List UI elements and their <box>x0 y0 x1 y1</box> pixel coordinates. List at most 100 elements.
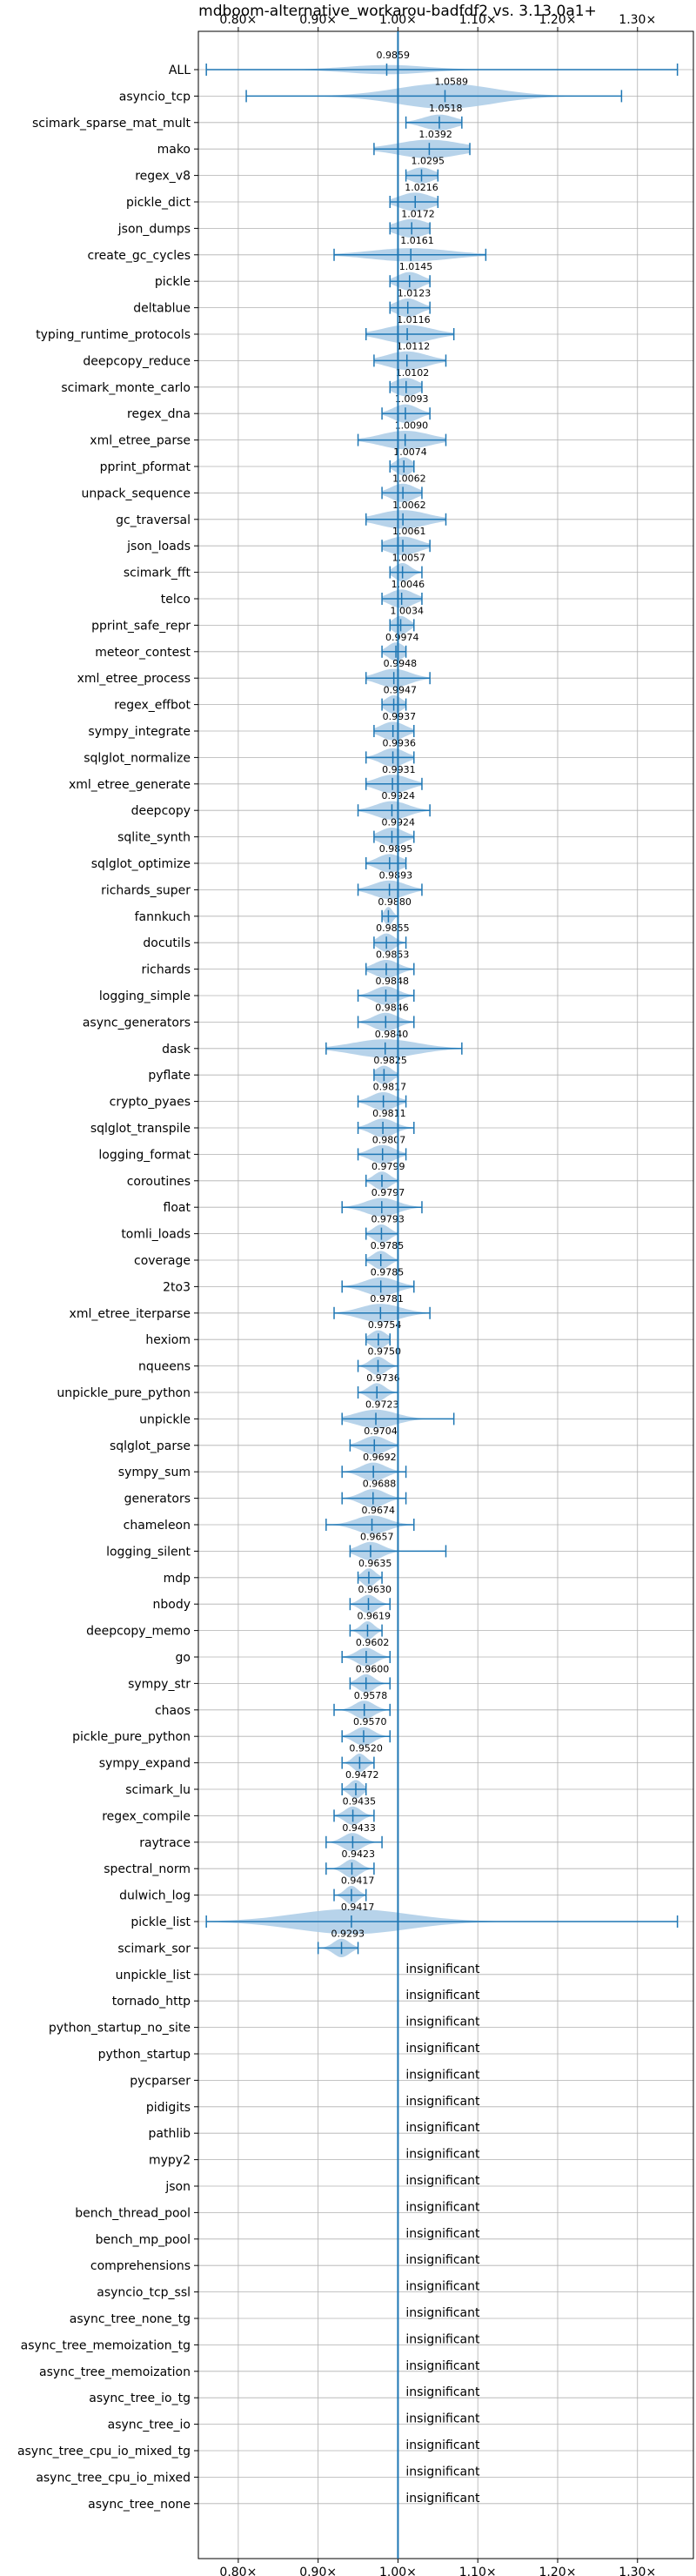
benchmark-label: nqueens <box>138 1360 191 1374</box>
benchmark-label: tomli_loads <box>121 1228 191 1242</box>
benchmark-label: async_tree_cpu_io_mixed_tg <box>17 2445 191 2459</box>
value-label: 0.9433 <box>342 1822 376 1834</box>
benchmark-label: pidigits <box>146 2101 191 2115</box>
insignificant-label: insignificant <box>405 2332 480 2346</box>
benchmark-label: float <box>164 1201 191 1215</box>
benchmark-label: coroutines <box>127 1175 191 1189</box>
benchmark-label: go <box>176 1651 191 1665</box>
benchmark-label: richards <box>142 963 191 977</box>
benchmark-label: dulwich_log <box>119 1889 191 1903</box>
value-label: 0.9895 <box>379 843 413 855</box>
value-label: 0.9811 <box>372 1108 406 1119</box>
benchmark-label: bench_mp_pool <box>96 2233 191 2247</box>
insignificant-label: insignificant <box>405 2227 480 2241</box>
value-label: 0.9936 <box>383 737 417 748</box>
insignificant-label: insignificant <box>405 1962 480 1976</box>
benchmark-label: deepcopy_reduce <box>83 354 191 368</box>
value-label: 0.9785 <box>371 1266 405 1278</box>
benchmark-label: mypy2 <box>149 2154 191 2168</box>
value-label: 1.0093 <box>395 393 429 405</box>
benchmark-label: sympy_integrate <box>88 725 191 739</box>
value-label: 0.9657 <box>360 1531 394 1542</box>
value-label: 0.9619 <box>357 1611 391 1622</box>
benchmark-label: unpickle_pure_python <box>57 1386 191 1400</box>
benchmark-label: gc_traversal <box>116 513 191 527</box>
value-label: 0.9736 <box>366 1372 400 1384</box>
benchmark-label: chameleon <box>124 1519 191 1533</box>
value-label: 0.9570 <box>353 1716 387 1727</box>
insignificant-label: insignificant <box>405 2280 480 2294</box>
value-label: 0.9293 <box>331 1928 365 1939</box>
insignificant-label: insignificant <box>405 2492 480 2506</box>
benchmark-label: tornado_http <box>112 1995 191 2009</box>
benchmark-label: pickle_dict <box>126 196 191 210</box>
benchmark-label: pprint_pformat <box>100 460 191 474</box>
benchmark-label: regex_compile <box>102 1809 191 1823</box>
insignificant-label: insignificant <box>405 2068 480 2082</box>
benchmark-label: bench_thread_pool <box>75 2206 191 2220</box>
benchmark-label: regex_v8 <box>135 170 191 184</box>
insignificant-label: insignificant <box>405 2121 480 2135</box>
benchmark-label: sqlite_synth <box>117 831 191 845</box>
value-label: 1.0034 <box>391 605 425 616</box>
value-label: 0.9859 <box>376 50 410 61</box>
benchmark-label: ALL <box>169 64 191 77</box>
benchmark-label: scimark_lu <box>125 1783 191 1797</box>
benchmark-label: scimark_monte_carlo <box>61 381 191 395</box>
value-label: 1.0062 <box>392 500 426 511</box>
value-label: 0.9674 <box>362 1505 396 1516</box>
value-label: 0.9435 <box>343 1795 377 1807</box>
value-label: 0.9704 <box>364 1426 398 1437</box>
value-label: 1.0123 <box>398 288 432 299</box>
value-label: 1.0116 <box>397 314 431 325</box>
value-label: 0.9417 <box>341 1875 375 1887</box>
value-label: 1.0161 <box>400 235 434 246</box>
insignificant-label: insignificant <box>405 2385 480 2399</box>
value-label: 0.9797 <box>371 1187 405 1198</box>
benchmark-label: regex_effbot <box>114 699 191 713</box>
benchmark-label: sympy_expand <box>99 1757 191 1771</box>
plot-frame <box>197 30 694 2559</box>
value-label: 1.0062 <box>392 473 426 484</box>
benchmark-label: async_tree_none <box>88 2498 191 2512</box>
benchmark-label: deepcopy <box>131 804 191 818</box>
benchmark-label: pyflate <box>148 1069 191 1083</box>
benchmark-label: unpickle_list <box>116 1969 191 1982</box>
benchmark-label: nbody <box>153 1598 191 1612</box>
insignificant-label: insignificant <box>405 2253 480 2267</box>
x-tick-label-top: 1.00× <box>379 13 417 27</box>
value-label: 1.0295 <box>412 156 445 167</box>
benchmark-label: pickle <box>155 275 191 289</box>
value-label: 0.9635 <box>358 1558 392 1569</box>
benchmark-label: typing_runtime_protocols <box>36 328 191 342</box>
benchmark-label: scimark_fft <box>124 567 191 580</box>
benchmark-label: async_tree_none_tg <box>70 2312 191 2326</box>
benchmark-label: sympy_sum <box>118 1466 191 1479</box>
benchmark-label: json_loads <box>126 540 191 553</box>
value-label: 0.9600 <box>356 1663 390 1674</box>
value-label: 1.0090 <box>395 420 429 432</box>
insignificant-label: insignificant <box>405 2438 480 2452</box>
benchmark-label: unpickle <box>139 1412 191 1426</box>
benchmark-label: json <box>164 2180 191 2194</box>
value-label: 0.9880 <box>378 896 412 908</box>
value-label: 0.9947 <box>384 685 418 696</box>
benchmark-label: pycparser <box>130 2074 191 2088</box>
benchmark-label: raytrace <box>139 1836 191 1850</box>
value-label: 0.9602 <box>356 1637 390 1648</box>
value-label: 1.0112 <box>397 340 431 352</box>
value-label: 0.9948 <box>384 658 418 669</box>
value-label: 0.9754 <box>368 1319 402 1331</box>
insignificant-label: insignificant <box>405 2306 480 2320</box>
x-tick-label-top: 1.10× <box>459 13 497 27</box>
benchmark-label: deepcopy_memo <box>86 1625 191 1639</box>
benchmark-label: async_tree_io <box>108 2418 191 2432</box>
benchmark-label: logging_silent <box>106 1545 191 1559</box>
violin-layer: 0.9859 1.0589 1.0518 1.0392 1.0295 1.0216 1.01… <box>205 50 679 1957</box>
value-label: 0.9793 <box>371 1214 405 1225</box>
benchmark-label: pathlib <box>149 2127 191 2141</box>
value-label: 0.9893 <box>379 869 413 881</box>
value-label: 1.0102 <box>396 367 430 379</box>
x-tick-label-bottom: 1.20× <box>539 2566 577 2576</box>
benchmark-label: meteor_contest <box>95 646 191 660</box>
